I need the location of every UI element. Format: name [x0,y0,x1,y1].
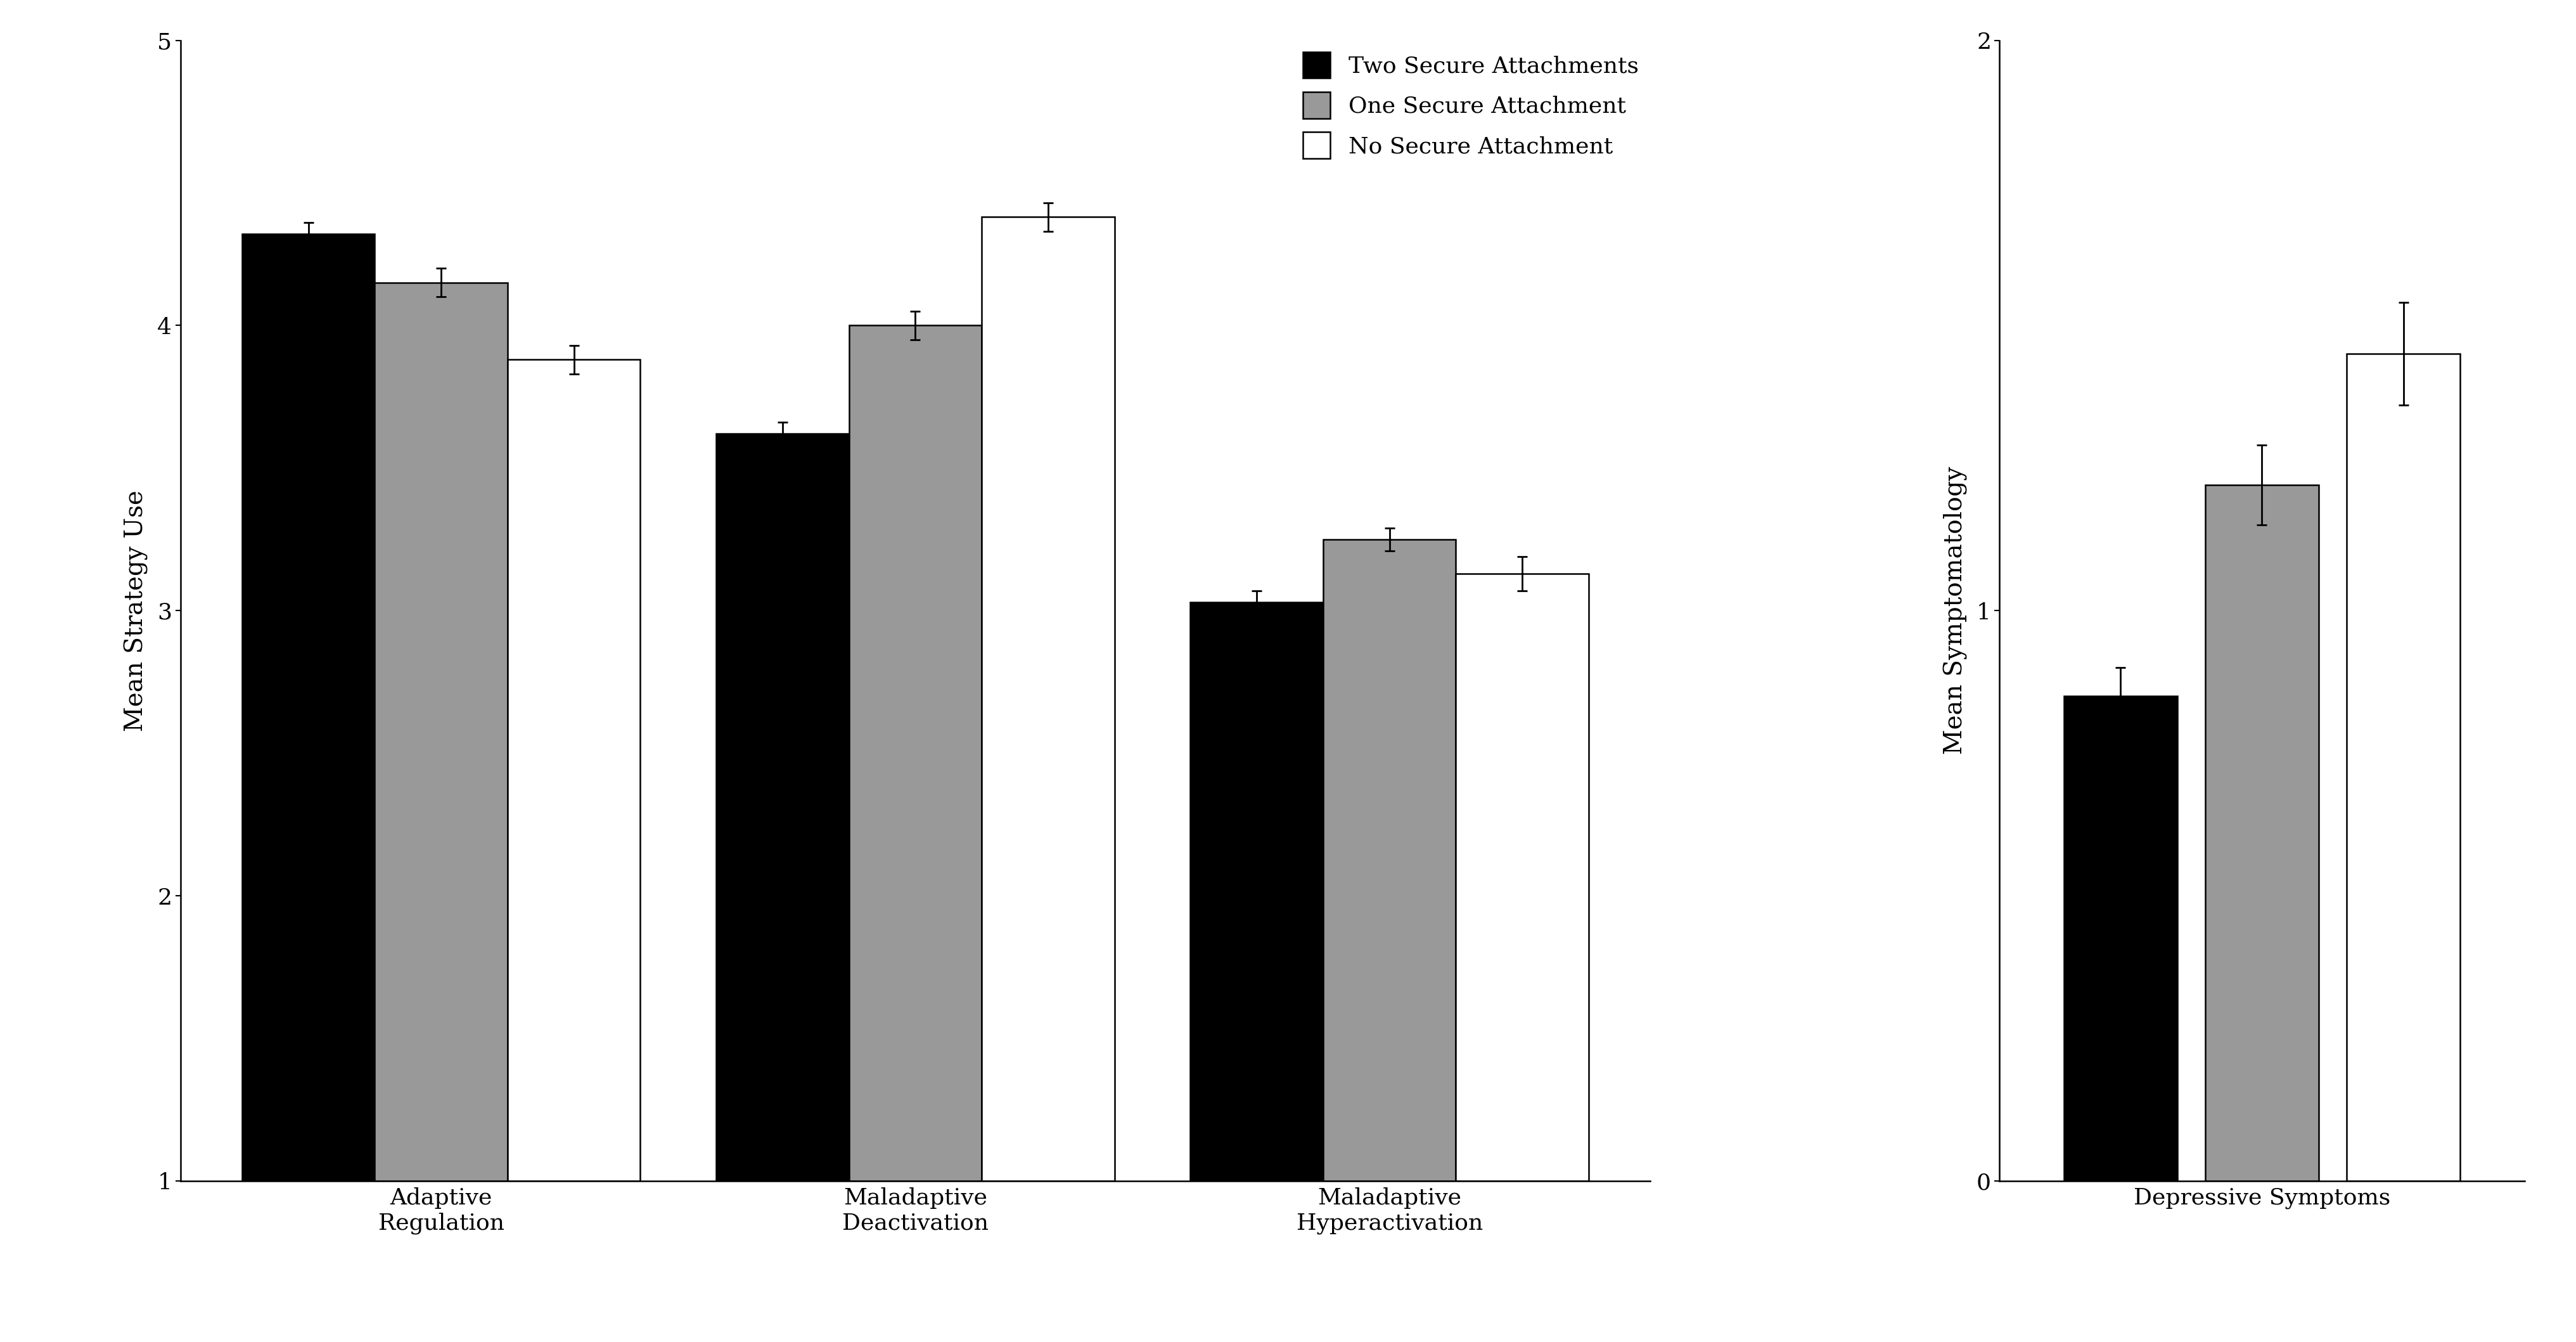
Bar [981,217,1115,1181]
Bar [374,283,507,1181]
Bar [242,234,374,1181]
Bar [1190,603,1324,1181]
Bar [850,326,981,1181]
Bar [1324,539,1455,1181]
Legend: Two Secure Attachments, One Secure Attachment, No Secure Attachment: Two Secure Attachments, One Secure Attac… [1303,52,1638,158]
Bar [716,433,850,1181]
Y-axis label: Mean Symptomatology: Mean Symptomatology [1945,467,1968,754]
Y-axis label: Mean Strategy Use: Mean Strategy Use [124,490,149,731]
Bar [2205,486,2318,1181]
Bar [2347,354,2460,1181]
Bar [1455,573,1589,1181]
Bar [2063,696,2177,1181]
Bar [507,360,641,1181]
